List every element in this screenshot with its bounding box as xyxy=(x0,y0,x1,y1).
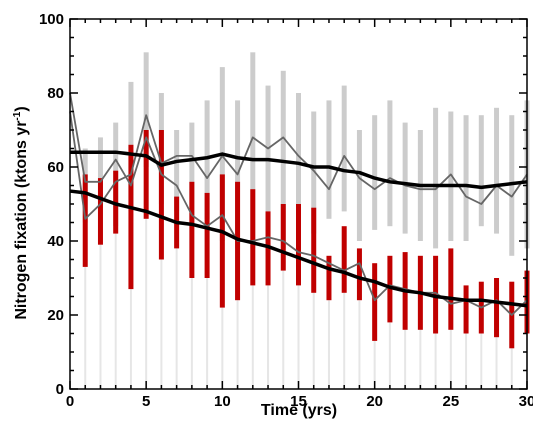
range-bar xyxy=(97,178,103,245)
range-bar xyxy=(265,85,271,256)
range-bar xyxy=(311,111,317,234)
range-bar xyxy=(158,130,164,260)
range-bar xyxy=(372,263,378,341)
range-bar xyxy=(280,70,286,249)
range-bar xyxy=(480,333,483,389)
range-bar xyxy=(494,107,500,234)
y-axis-title-main: Nitrogen fixation (ktons yr xyxy=(13,121,30,320)
range-bar xyxy=(387,100,393,227)
range-bar xyxy=(174,130,180,212)
range-bar xyxy=(221,307,224,389)
range-bar xyxy=(219,174,225,308)
range-bar xyxy=(267,285,270,389)
range-bar xyxy=(372,115,378,230)
range-bar xyxy=(297,285,300,389)
range-bar xyxy=(311,207,317,293)
range-bar xyxy=(189,181,195,278)
range-bar xyxy=(434,333,437,389)
range-bar xyxy=(404,329,407,389)
range-bar xyxy=(341,226,347,293)
y-tick-label: 40 xyxy=(47,233,64,250)
x-tick-label: 20 xyxy=(366,393,383,410)
range-bar xyxy=(494,278,500,338)
range-bar xyxy=(495,337,498,389)
y-tick-label: 20 xyxy=(47,307,64,324)
range-bar xyxy=(433,255,439,334)
range-bar xyxy=(312,292,315,389)
range-bar xyxy=(206,278,209,389)
range-bar xyxy=(189,122,195,227)
range-bar xyxy=(204,192,210,278)
range-bar xyxy=(282,270,285,389)
range-bar xyxy=(160,259,163,389)
range-bar xyxy=(509,115,515,256)
range-bar xyxy=(448,248,454,330)
y-tick-label: 80 xyxy=(47,85,64,102)
range-bar xyxy=(296,204,301,286)
range-bar xyxy=(175,248,178,389)
range-bar xyxy=(341,85,347,212)
lines-layer xyxy=(69,92,528,316)
x-tick-label: 5 xyxy=(142,393,150,410)
range-bar xyxy=(510,348,513,389)
realization-line xyxy=(69,92,528,316)
range-bar xyxy=(463,115,469,241)
y-axis-title: Nitrogen fixation (ktons yr-1) xyxy=(12,106,30,319)
range-bar xyxy=(82,174,88,267)
y-axis-title-close: ) xyxy=(13,106,30,111)
range-bar xyxy=(448,111,454,241)
x-tick-label: 0 xyxy=(66,393,74,410)
range-bar xyxy=(478,115,484,227)
range-bar xyxy=(326,100,332,219)
range-bar xyxy=(204,100,210,219)
range-bar xyxy=(250,52,256,249)
range-bar xyxy=(97,137,103,197)
x-tick-label: 15 xyxy=(290,393,307,410)
range-bar xyxy=(143,130,149,219)
range-bar xyxy=(190,278,193,389)
x-axis-title: Time (yrs) xyxy=(261,402,337,419)
range-bar xyxy=(373,340,376,389)
range-bar xyxy=(236,300,239,389)
range-bar xyxy=(143,52,149,167)
x-tick-label: 25 xyxy=(442,393,459,410)
range-bar xyxy=(296,93,301,241)
range-bars-layer xyxy=(82,52,530,389)
range-bar xyxy=(449,329,452,389)
realization-line xyxy=(69,111,528,220)
range-bar xyxy=(250,189,256,286)
range-bar xyxy=(343,292,346,389)
range-bar xyxy=(327,300,330,389)
range-bar xyxy=(251,285,254,389)
x-tick-label: 10 xyxy=(214,393,231,410)
range-bar xyxy=(387,255,393,323)
range-bar xyxy=(326,255,332,301)
range-bar xyxy=(356,130,362,241)
range-bar xyxy=(463,285,469,334)
y-axis-title-sup: -1 xyxy=(12,111,23,120)
range-bar xyxy=(388,322,391,389)
y-tick-label: 60 xyxy=(47,159,64,176)
range-bar xyxy=(145,218,148,389)
range-bar xyxy=(356,248,362,301)
range-bar xyxy=(84,266,87,389)
range-bar xyxy=(114,233,117,389)
range-bar xyxy=(280,204,286,271)
range-bar xyxy=(419,329,422,389)
trend-line xyxy=(70,150,528,190)
axes-layer xyxy=(69,18,528,390)
range-bar xyxy=(128,144,134,290)
range-bar xyxy=(465,333,468,389)
range-bar xyxy=(433,107,439,249)
range-bar xyxy=(99,241,102,389)
x-tick-label: 30 xyxy=(519,393,533,410)
range-bar xyxy=(358,300,361,389)
y-tick-label: 100 xyxy=(39,11,64,28)
tick-labels-layer: 0 5 10 15 20 25 30 0 20 40 60 80 100 xyxy=(39,11,533,410)
y-tick-label: 0 xyxy=(56,381,64,398)
trend-line xyxy=(69,189,528,308)
range-bar xyxy=(129,289,132,389)
range-bar xyxy=(402,122,408,234)
